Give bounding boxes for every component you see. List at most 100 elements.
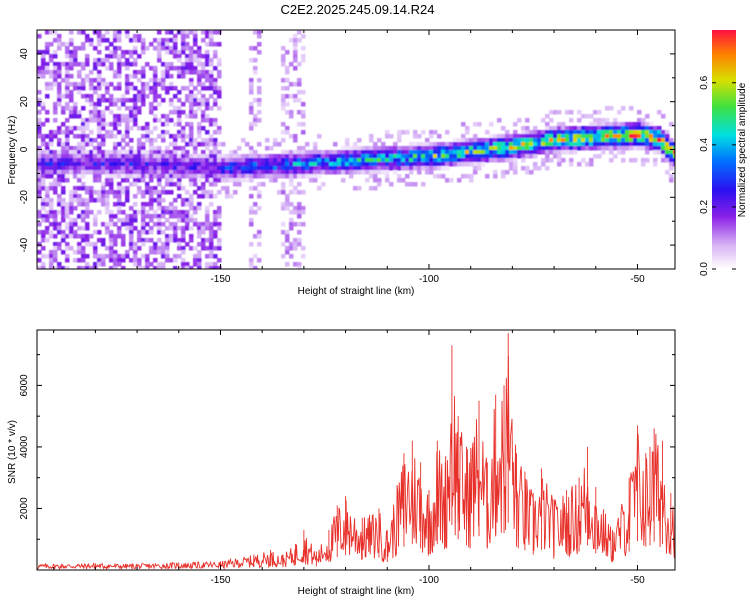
spectrogram-cell xyxy=(201,102,206,107)
spectrogram-cell xyxy=(329,150,334,155)
spectrogram-cell xyxy=(41,266,46,269)
spectrogram-cell xyxy=(53,234,58,239)
spectrogram-cell xyxy=(125,34,130,39)
spectrogram-cell xyxy=(185,190,190,195)
spectrogram-cell xyxy=(133,250,138,255)
spectrogram-cell xyxy=(329,154,334,159)
spectrogram-cell xyxy=(461,122,466,127)
spectrogram-cell xyxy=(213,234,218,239)
spectrogram-cell xyxy=(121,174,126,179)
spectrogram-cell xyxy=(61,166,66,171)
spectrogram-cell xyxy=(45,110,50,115)
spectrogram-cell xyxy=(165,150,170,155)
spectrogram-cell xyxy=(465,154,470,159)
spectrogram-cell xyxy=(61,158,66,163)
spectrogram-cell xyxy=(105,206,110,211)
spectrogram-cell xyxy=(53,50,58,55)
spectrogram-cell xyxy=(49,186,54,191)
spectrogram-cell xyxy=(205,138,210,143)
spectrogram-cell xyxy=(193,158,198,163)
spectrogram-cell xyxy=(165,30,170,35)
spectrogram-cell xyxy=(177,174,182,179)
spectrogram-cell xyxy=(185,150,190,155)
spectrogram-cell xyxy=(197,98,202,103)
spectrogram-cell xyxy=(181,198,186,203)
spectrogram-cell xyxy=(173,138,178,143)
spectrogram-cell xyxy=(581,126,586,131)
spectrogram-cell xyxy=(105,66,110,71)
snr-frame xyxy=(36,329,676,571)
spectrogram-cell xyxy=(569,158,574,163)
spectrogram-cell xyxy=(625,138,630,143)
spectrogram-cell xyxy=(185,174,190,179)
spectrogram-cell xyxy=(93,230,98,235)
spectrogram-cell xyxy=(273,170,278,175)
spectrogram-cell xyxy=(369,162,374,167)
spectrogram-cell xyxy=(149,218,154,223)
spectrogram-cell xyxy=(629,126,634,131)
spectrogram-cell xyxy=(137,170,142,175)
spectrogram-cell xyxy=(285,78,290,83)
spectrogram-cell xyxy=(557,154,562,159)
spectrogram-cell xyxy=(385,170,390,175)
spectrogram-cell xyxy=(45,70,50,75)
spectrogram-cell xyxy=(217,162,222,167)
spectrogram-cell xyxy=(425,162,430,167)
spectrogram-cell xyxy=(197,202,202,207)
spectrogram-cell xyxy=(61,210,66,215)
spectrogram-cell xyxy=(165,182,170,187)
spectrogram-cell xyxy=(121,62,126,67)
spectrogram-cell xyxy=(177,246,182,251)
spectrogram-cell xyxy=(49,154,54,159)
spectrogram-cell xyxy=(109,162,114,167)
spectrogram-cell xyxy=(85,98,90,103)
spectrogram-cell xyxy=(105,202,110,207)
spectrogram-cell xyxy=(93,174,98,179)
spectrogram-cell xyxy=(153,126,158,131)
spectrogram-cell xyxy=(65,66,70,71)
spectrogram-cell xyxy=(205,174,210,179)
spectrogram-cell xyxy=(97,262,102,267)
spectrogram-cell xyxy=(253,158,258,163)
spectrogram-cell xyxy=(277,170,282,175)
spectrogram-cell xyxy=(197,178,202,183)
spectrogram-cell xyxy=(173,54,178,59)
spectrogram-cell xyxy=(653,126,658,131)
spectrogram-cell xyxy=(301,54,306,59)
spectrogram-cell xyxy=(505,154,510,159)
spectrogram-cell xyxy=(113,194,118,199)
spectrogram-cell xyxy=(193,102,198,107)
chart-title: C2E2.2025.245.09.14.R24 xyxy=(280,2,435,17)
spectrogram-cell xyxy=(117,86,122,91)
spectrogram-cell xyxy=(101,62,106,67)
spectrogram-cell xyxy=(553,154,558,159)
spectrogram-cell xyxy=(129,174,134,179)
snr-y-tick-label: 2000 xyxy=(19,497,30,520)
spectrogram-cell xyxy=(597,126,602,131)
spectrogram-cell xyxy=(93,106,98,111)
spectrogram-cell xyxy=(49,162,54,167)
spectrogram-cell xyxy=(661,158,666,163)
spectrogram-cell xyxy=(101,166,106,171)
spectrogram-cell xyxy=(525,130,530,135)
spectrogram-cell xyxy=(285,230,290,235)
spectrogram-cell xyxy=(49,234,54,239)
spectrogram-cell xyxy=(209,230,214,235)
spectrogram-cell xyxy=(229,154,234,159)
spectrogram-cell xyxy=(141,46,146,51)
spectrogram-cell xyxy=(353,158,358,163)
spectrogram-cell xyxy=(41,166,46,171)
spectrogram-y-tick-label: -20 xyxy=(19,190,30,205)
spectrogram-cell xyxy=(217,130,222,135)
spectrogram-cell xyxy=(497,158,502,163)
spectrogram-cell xyxy=(509,150,514,155)
spectrogram-cell xyxy=(181,262,186,267)
spectrogram-cell xyxy=(569,162,574,167)
spectrogram-cell xyxy=(469,142,474,147)
spectrogram-cell xyxy=(209,182,214,187)
spectrogram-cell xyxy=(85,54,90,59)
spectrogram-cell xyxy=(249,126,254,131)
spectrogram-cell xyxy=(57,126,62,131)
spectrogram-cell xyxy=(121,258,126,263)
spectrogram-cell xyxy=(81,122,86,127)
